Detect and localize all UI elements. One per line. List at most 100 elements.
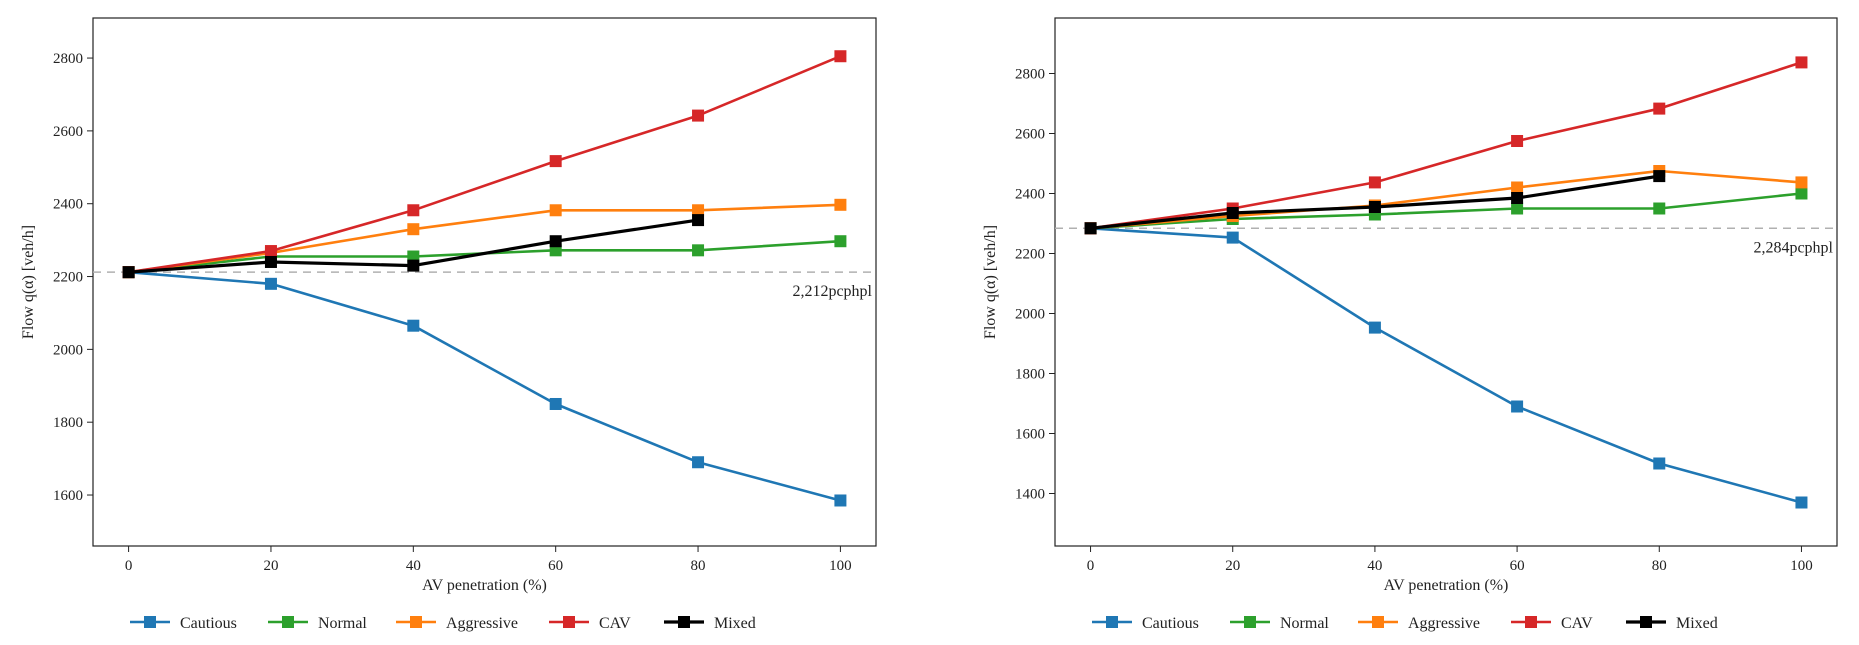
series-line-cav xyxy=(1090,61,1802,230)
y-tick-label: 2400 xyxy=(53,197,83,213)
series-aggressive xyxy=(1084,165,1808,235)
legend-label: Aggressive xyxy=(446,615,518,632)
y-tick-label: 2000 xyxy=(1015,307,1045,323)
data-point-aggressive xyxy=(407,223,420,236)
legend-item-normal: Normal xyxy=(1230,615,1329,632)
plot-frame xyxy=(92,17,877,547)
data-point-cav xyxy=(692,109,705,122)
data-point-aggressive xyxy=(1795,176,1808,189)
data-point-normal xyxy=(834,235,847,248)
x-tick-label: 20 xyxy=(1225,558,1240,574)
legend-item-cautious: Cautious xyxy=(1092,615,1199,632)
data-point-cautious xyxy=(1368,321,1381,334)
series-normal xyxy=(1084,187,1808,235)
legend-marker xyxy=(410,616,422,628)
data-point-cautious xyxy=(549,397,562,410)
series-line-cautious xyxy=(1090,227,1802,504)
legend-marker xyxy=(678,616,690,628)
x-axis-label: AV penetration (%) xyxy=(422,577,547,594)
legend-item-aggressive: Aggressive xyxy=(396,615,518,632)
data-point-mixed xyxy=(1084,222,1097,235)
legend-marker xyxy=(144,616,156,628)
series-line-cav xyxy=(128,55,841,274)
data-point-cautious xyxy=(1511,400,1524,413)
y-tick-label: 2400 xyxy=(1015,187,1045,203)
series-cautious xyxy=(1084,222,1808,509)
legend-marker xyxy=(1106,616,1118,628)
series-line-cautious xyxy=(128,270,841,502)
data-point-mixed xyxy=(692,214,705,227)
data-point-normal xyxy=(1511,202,1524,215)
legend-marker xyxy=(1640,616,1652,628)
data-point-cav xyxy=(1368,176,1381,189)
series-cav xyxy=(1084,56,1808,235)
series-line-normal xyxy=(1090,192,1802,230)
y-tick-label: 2600 xyxy=(53,124,83,140)
data-point-aggressive xyxy=(834,198,847,211)
series-cav xyxy=(122,50,847,279)
x-tick-label: 80 xyxy=(1652,558,1667,574)
y-tick-label: 2800 xyxy=(1015,67,1045,83)
x-tick-label: 60 xyxy=(548,558,563,574)
x-tick-label: 40 xyxy=(1367,558,1382,574)
y-tick-label: 1600 xyxy=(53,488,83,504)
data-point-mixed xyxy=(1226,207,1239,219)
data-point-cautious xyxy=(264,277,277,290)
data-point-aggressive xyxy=(549,204,562,217)
data-point-cav xyxy=(407,204,420,217)
x-tick-label: 40 xyxy=(406,558,421,574)
legend-item-aggressive: Aggressive xyxy=(1358,615,1480,632)
y-tick-label: 2200 xyxy=(53,270,83,286)
data-point-cautious xyxy=(1226,231,1239,244)
x-tick-label: 80 xyxy=(691,558,706,574)
y-tick-label: 1800 xyxy=(1015,367,1045,383)
x-tick-label: 0 xyxy=(1087,558,1095,574)
data-point-mixed xyxy=(1653,170,1666,183)
data-point-normal xyxy=(692,244,705,257)
legend-item-cautious: Cautious xyxy=(130,615,237,632)
data-point-aggressive xyxy=(1511,181,1524,194)
series-line-aggressive xyxy=(1090,169,1802,230)
chart-1: 0 20 40 60 80 100 1600 1800 2000 2200 2400 2600 2800… xyxy=(20,17,877,632)
legend-item-cav: CAV xyxy=(549,615,631,632)
data-point-mixed xyxy=(264,255,277,268)
data-point-cautious xyxy=(834,494,847,507)
data-point-cautious xyxy=(692,456,705,469)
data-point-cautious xyxy=(407,319,420,332)
legend-item-cav: CAV xyxy=(1511,615,1593,632)
data-point-normal xyxy=(1795,187,1808,200)
data-point-cautious xyxy=(1653,457,1666,470)
reference-line-label: 2,284pcphpl xyxy=(1753,239,1833,256)
data-point-cav xyxy=(1511,135,1524,147)
data-point-normal xyxy=(407,250,420,263)
legend-label: Mixed xyxy=(1676,615,1718,632)
data-point-normal xyxy=(1653,202,1666,215)
data-point-cautious xyxy=(1795,496,1808,509)
y-tick-label: 1800 xyxy=(53,415,83,431)
data-point-cav xyxy=(549,155,562,168)
legend-label: Aggressive xyxy=(1408,615,1480,632)
y-tick-label: 2000 xyxy=(53,342,83,358)
y-tick-label: 1400 xyxy=(1015,487,1045,503)
legend-item-normal: Normal xyxy=(268,615,367,632)
legend-item-mixed: Mixed xyxy=(664,615,756,632)
y-tick-label: 2600 xyxy=(1015,127,1045,143)
legend-marker xyxy=(1525,616,1537,628)
y-tick-label: 2800 xyxy=(53,51,83,67)
series-line-aggressive xyxy=(128,203,841,274)
series-cautious xyxy=(122,266,847,507)
y-tick-label: 2200 xyxy=(1015,247,1045,263)
chart-2: 0 20 40 60 80 100 1400 1600 1800 2000 2200 2400 2600… xyxy=(982,17,1838,632)
legend-label: Cautious xyxy=(180,615,237,632)
data-point-mixed xyxy=(549,235,562,248)
data-point-cav xyxy=(834,50,847,63)
x-tick-label: 60 xyxy=(1510,558,1525,574)
y-tick-label: 1600 xyxy=(1015,427,1045,443)
reference-line-label: 2,212pcphpl xyxy=(792,283,872,300)
legend-label: Mixed xyxy=(714,615,756,632)
data-point-mixed xyxy=(122,266,135,279)
legend-marker xyxy=(1244,616,1256,628)
plot-frame xyxy=(1054,17,1838,547)
legend: Cautious Normal Aggressive CAV Mixed xyxy=(130,615,756,632)
